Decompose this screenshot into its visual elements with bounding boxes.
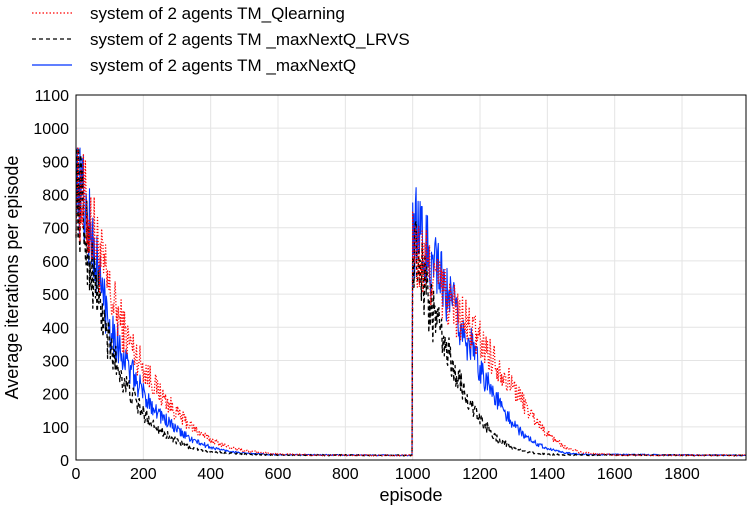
y-tick-label: 800 — [42, 188, 69, 205]
x-tick-label: 200 — [130, 466, 157, 483]
x-tick-label: 1600 — [597, 466, 633, 483]
y-axis-title: Average iterations per episode — [2, 156, 22, 400]
y-tick-label: 1000 — [33, 121, 69, 138]
y-tick-label: 700 — [42, 221, 69, 238]
x-tick-label: 1400 — [530, 466, 566, 483]
y-tick-label: 600 — [42, 254, 69, 271]
tick-labels: 0 100 200 300 400 500 600 700 800 900 1000 1100 0 200… — [33, 88, 700, 483]
x-tick-label: 600 — [265, 466, 292, 483]
y-tick-label: 400 — [42, 320, 69, 337]
x-axis-title: episode — [379, 485, 442, 505]
x-tick-label: 1200 — [462, 466, 498, 483]
y-tick-label: 200 — [42, 387, 69, 404]
legend-entry: system of 2 agents TM _maxNextQ — [90, 56, 356, 75]
x-tick-label: 800 — [332, 466, 359, 483]
plot-frame — [75, 94, 747, 461]
series-line — [75, 147, 747, 457]
series-lines — [75, 147, 747, 457]
y-tick-label: 300 — [42, 353, 69, 370]
x-tick-label: 1800 — [664, 466, 700, 483]
y-tick-label: 0 — [60, 453, 69, 470]
x-tick-label: 1000 — [395, 466, 431, 483]
legend-entry: system of 2 agents TM _maxNextQ_LRVS — [90, 30, 410, 49]
series-line — [75, 147, 747, 457]
y-tick-label: 1100 — [35, 88, 70, 105]
y-tick-label: 900 — [42, 154, 69, 171]
x-tick-label: 400 — [197, 466, 224, 483]
y-tick-label: 500 — [42, 287, 69, 304]
y-tick-label: 100 — [42, 420, 69, 437]
x-tick-label: 0 — [72, 466, 81, 483]
legend-entry: system of 2 agents TM_Qlearning — [90, 4, 345, 23]
